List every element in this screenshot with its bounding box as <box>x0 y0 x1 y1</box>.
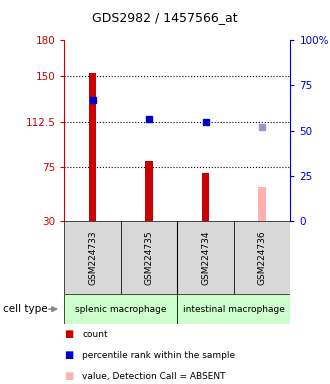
Bar <box>178 294 290 324</box>
Text: percentile rank within the sample: percentile rank within the sample <box>82 351 236 360</box>
Bar <box>64 294 178 324</box>
Text: ■: ■ <box>64 350 74 360</box>
Text: GSM224734: GSM224734 <box>201 230 210 285</box>
Text: GSM224736: GSM224736 <box>258 230 267 285</box>
Bar <box>64 221 121 294</box>
Text: splenic macrophage: splenic macrophage <box>75 305 167 314</box>
Text: count: count <box>82 329 108 339</box>
Text: GDS2982 / 1457566_at: GDS2982 / 1457566_at <box>92 11 238 24</box>
Bar <box>258 187 266 221</box>
Text: ■: ■ <box>64 329 74 339</box>
Text: intestinal macrophage: intestinal macrophage <box>183 305 285 314</box>
Text: ■: ■ <box>64 371 74 381</box>
Bar <box>121 221 178 294</box>
Bar <box>89 73 96 221</box>
Text: value, Detection Call = ABSENT: value, Detection Call = ABSENT <box>82 372 226 381</box>
Text: GSM224735: GSM224735 <box>145 230 154 285</box>
Text: cell type: cell type <box>3 304 48 314</box>
Text: GSM224733: GSM224733 <box>88 230 97 285</box>
Bar <box>146 161 153 221</box>
Bar <box>234 221 290 294</box>
Bar <box>178 221 234 294</box>
Bar <box>202 173 209 221</box>
